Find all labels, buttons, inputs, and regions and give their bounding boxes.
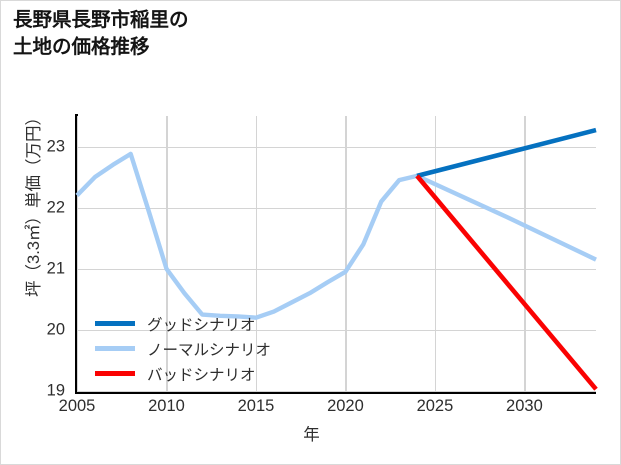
gridline-vertical [255, 116, 258, 391]
gridline-horizontal [77, 146, 596, 148]
y-axis-title: 坪（3.3㎡）単価（万円） [25, 109, 43, 297]
x-axis-title: 年 [303, 426, 320, 444]
series-line [75, 151, 597, 320]
gridline-vertical [166, 116, 168, 391]
legend-item: ノーマルシナリオ [95, 336, 310, 361]
gridline-horizontal [77, 268, 596, 271]
series-line [415, 174, 598, 391]
x-tick-label: 2010 [148, 397, 185, 415]
chart-legend: グッドシナリオ ノーマルシナリオ バッドシナリオ [95, 311, 310, 386]
legend-color-swatch [95, 321, 135, 326]
y-axis-spine [75, 114, 78, 393]
series-line [416, 127, 597, 179]
legend-color-swatch [95, 371, 135, 376]
gridline-vertical [524, 116, 526, 391]
legend-color-swatch [95, 346, 135, 351]
legend-label: バッドシナリオ [147, 366, 256, 384]
gridline-vertical [345, 116, 347, 391]
x-tick-label: 2030 [506, 397, 543, 415]
legend-item: バッドシナリオ [95, 361, 310, 386]
x-tick-label: 2005 [58, 397, 96, 415]
gridline-horizontal [77, 207, 596, 210]
legend-label: ノーマルシナリオ [147, 341, 272, 359]
plot-area [75, 116, 598, 393]
gridline-vertical [434, 116, 437, 391]
x-tick-label: 2020 [327, 397, 364, 415]
chart-title: 長野県長野市稲里の 土地の価格推移 [13, 9, 189, 58]
gridline-horizontal [77, 391, 596, 393]
legend-label: グッドシナリオ [147, 316, 256, 334]
x-tick-label: 2025 [416, 397, 454, 415]
gridline-horizontal [77, 329, 596, 332]
gridline-vertical [77, 116, 79, 391]
x-tick-label: 2015 [237, 397, 275, 415]
legend-item: グッドシナリオ [95, 311, 310, 336]
data-lines [75, 127, 598, 391]
